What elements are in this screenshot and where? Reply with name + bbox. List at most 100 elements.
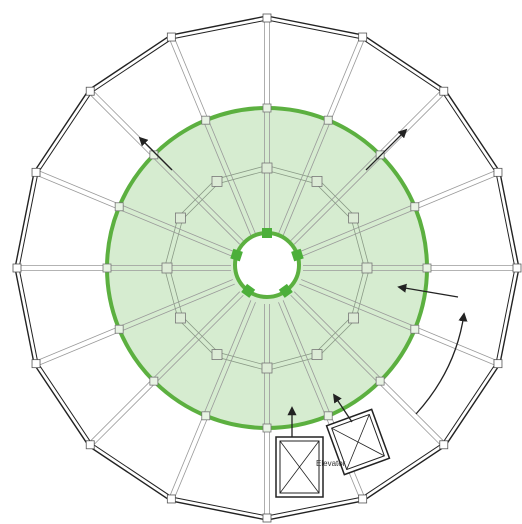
radial-beam-inner: [119, 283, 235, 332]
core-node: [278, 283, 293, 298]
arrow-upper-right: [365, 128, 408, 171]
radial-beam-inner: [290, 152, 379, 242]
middle-column: [174, 312, 186, 324]
zone-column: [102, 263, 112, 273]
outer-column: [31, 359, 41, 369]
radial-beam-inner: [290, 294, 379, 384]
outer-column: [166, 494, 176, 504]
zone-column: [149, 150, 159, 160]
zone-column: [323, 411, 333, 421]
radial-beam: [381, 379, 445, 442]
core-node: [262, 228, 272, 238]
radial-beams-over-zone: [102, 103, 432, 433]
middle-column: [311, 349, 323, 361]
radial-beam: [378, 90, 441, 154]
zone-column: [201, 411, 211, 421]
zone-column: [410, 324, 420, 334]
radial-beam: [36, 326, 119, 361]
core-node: [230, 248, 243, 262]
outer-column: [512, 263, 522, 273]
middle-column: [211, 349, 223, 361]
radial-beam: [38, 170, 121, 205]
radial-beam-inner: [151, 291, 241, 380]
outer-column: [262, 513, 272, 523]
radial-beam: [169, 39, 204, 122]
zone-column: [375, 376, 385, 386]
zone-column: [149, 376, 159, 386]
outer-column: [439, 440, 449, 450]
radial-beam-inner: [282, 300, 331, 416]
radial-beam: [325, 37, 360, 120]
radial-beam: [415, 326, 498, 361]
radial-beam-inner: [299, 204, 415, 253]
outer-column: [439, 86, 449, 96]
zone-column: [410, 202, 420, 212]
zone-column: [114, 202, 124, 212]
radial-beam-inner: [278, 302, 327, 417]
radial-beam: [89, 94, 153, 157]
outer-column: [12, 263, 22, 273]
movement-arrows: [138, 128, 468, 437]
middle-column: [161, 262, 173, 274]
radial-beam: [174, 416, 209, 499]
zone-column: [201, 115, 211, 125]
core-nodes: [230, 228, 304, 298]
outer-column: [85, 440, 95, 450]
middle-column: [348, 212, 360, 224]
zone-column: [262, 103, 272, 113]
middle-column: [211, 175, 223, 187]
radial-beam: [415, 175, 498, 210]
radial-beam-inner: [293, 291, 383, 380]
outer-column: [493, 359, 503, 369]
radial-beam-inner: [155, 294, 244, 384]
radial-beam-inner: [301, 279, 416, 328]
radial-beam: [413, 331, 496, 366]
middle-column: [361, 262, 373, 274]
radial-beam-inner: [207, 119, 256, 234]
middle-column: [174, 212, 186, 224]
outer-column: [85, 86, 95, 96]
outer-column: [358, 494, 368, 504]
radial-beam: [36, 175, 119, 210]
middle-column: [311, 175, 323, 187]
core-node: [241, 283, 256, 298]
zone-column: [422, 263, 432, 273]
radial-beam-inner: [207, 302, 256, 417]
radial-beam-inner: [119, 204, 235, 253]
radial-beam-inner: [282, 120, 331, 236]
radial-beam-inner: [118, 279, 233, 328]
arrow-right-inward: [397, 283, 459, 298]
radial-beam: [381, 94, 445, 157]
radial-beam-inner: [203, 120, 252, 236]
arrow-elevator-right: [332, 393, 353, 423]
elevator-left: [275, 436, 324, 498]
radial-beam: [330, 39, 365, 122]
radial-beam: [174, 37, 209, 120]
zone-column: [375, 150, 385, 160]
radial-beam-inner: [203, 300, 252, 416]
radial-beam-inner: [151, 156, 241, 245]
arrow-upper-left: [138, 136, 173, 171]
middle-column: [261, 162, 273, 174]
zone-column: [262, 423, 272, 433]
radial-beam: [89, 379, 153, 442]
arrow-curved-right: [415, 312, 468, 415]
outer-column: [262, 13, 272, 23]
radial-beams: [12, 13, 522, 523]
radial-beam: [93, 382, 156, 446]
middle-column: [348, 312, 360, 324]
radial-beam-inner: [118, 208, 233, 257]
inner-ring: [161, 162, 373, 374]
elevator-label: Elevator: [316, 459, 346, 468]
radial-beam-inner: [278, 119, 327, 234]
outer-column: [358, 32, 368, 42]
outer-column: [166, 32, 176, 42]
radial-beam-inner: [301, 208, 416, 257]
radial-beam: [169, 414, 204, 497]
radial-beam-inner: [293, 156, 383, 245]
outer-column: [31, 167, 41, 177]
radial-beam: [413, 170, 496, 205]
zone-column: [323, 115, 333, 125]
zone-column: [114, 324, 124, 334]
middle-column: [261, 362, 273, 374]
